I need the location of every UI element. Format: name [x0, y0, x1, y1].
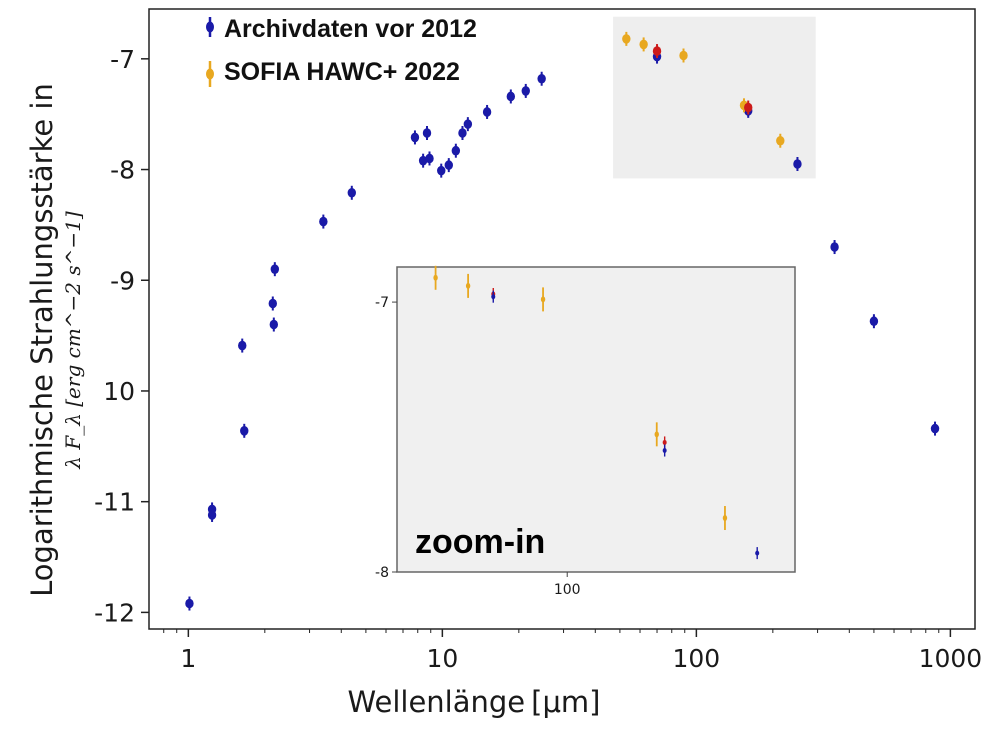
- data-point: [422, 126, 432, 140]
- x-axis-title: Wellenlänge [μm]: [348, 685, 601, 719]
- data-point: [830, 240, 839, 255]
- data-point: [930, 421, 940, 436]
- inset-data-point: [540, 287, 546, 312]
- inset-data-point: [654, 422, 659, 447]
- legend-marker-sofia: [206, 61, 214, 87]
- data-point: [425, 151, 434, 166]
- data-point: [437, 163, 446, 178]
- data-point: [319, 214, 328, 229]
- data-point: [482, 104, 492, 119]
- data-point: [270, 262, 280, 277]
- inset-data-point: [662, 444, 667, 457]
- x-tick-label: 100: [673, 644, 721, 673]
- y-tick-label: -7: [110, 45, 135, 74]
- main-data-points: [185, 31, 940, 611]
- data-point: [622, 31, 631, 46]
- y-tick-label: -12: [94, 598, 135, 627]
- legend-label-sofia: SOFIA HAWC+ 2022: [224, 58, 460, 86]
- data-point: [444, 158, 453, 173]
- legend: Archivdaten vor 2012 SOFIA HAWC+ 2022: [206, 15, 477, 87]
- data-point: [240, 423, 249, 438]
- inset-ticks: 100 -7 -8: [375, 295, 581, 598]
- x-tick-label: 10: [426, 644, 458, 673]
- data-point: [639, 37, 648, 52]
- data-point: [652, 44, 662, 59]
- inset-data-point: [722, 506, 728, 531]
- axis-ticks: 1 10 100 1000 -12 -11 10 -9 -8 -7: [94, 45, 982, 673]
- data-point: [458, 126, 467, 140]
- inset-data-point: [491, 290, 496, 303]
- data-point: [418, 153, 428, 168]
- zoom-inset: 100 -7 -8 zoom-in: [375, 265, 796, 598]
- data-point: [410, 130, 420, 145]
- data-point: [238, 338, 247, 353]
- y-axis-title: Logarithmische Strahlungsstärke in: [25, 83, 59, 597]
- data-point: [744, 100, 753, 115]
- data-point: [506, 89, 516, 104]
- inset-y-tick-label: -7: [375, 295, 389, 311]
- data-point: [521, 83, 530, 98]
- inset-y-tick-label: -8: [375, 565, 389, 581]
- y-tick-label: -9: [110, 266, 135, 295]
- legend-marker-archive: [206, 17, 214, 37]
- data-point: [537, 71, 546, 86]
- y-tick-label: 10: [103, 377, 135, 406]
- legend-label-archive: Archivdaten vor 2012: [224, 15, 477, 43]
- data-point: [793, 157, 802, 171]
- x-tick-label: 1000: [919, 644, 983, 673]
- data-point: [679, 48, 688, 63]
- data-point: [347, 185, 356, 200]
- data-point: [185, 596, 194, 611]
- inset-data-points: [433, 265, 760, 560]
- inset-data-point: [465, 273, 471, 298]
- inset-data-point: [433, 265, 438, 290]
- inset-frame: [396, 266, 796, 573]
- data-point: [207, 507, 217, 522]
- x-tick-label: 1: [180, 644, 196, 673]
- data-point: [776, 133, 785, 148]
- inset-x-tick-label: 100: [554, 582, 581, 598]
- data-point: [268, 296, 277, 311]
- y-tick-label: -8: [110, 156, 135, 185]
- inset-data-point: [755, 547, 760, 560]
- data-point: [869, 314, 879, 329]
- data-point: [451, 143, 461, 158]
- data-point: [463, 117, 473, 132]
- data-point: [269, 317, 279, 332]
- y-axis-unit: λ F_λ [erg cm^−2 s^−1]: [61, 211, 85, 470]
- inset-label: zoom-in: [415, 523, 545, 561]
- y-tick-label: -11: [94, 488, 135, 517]
